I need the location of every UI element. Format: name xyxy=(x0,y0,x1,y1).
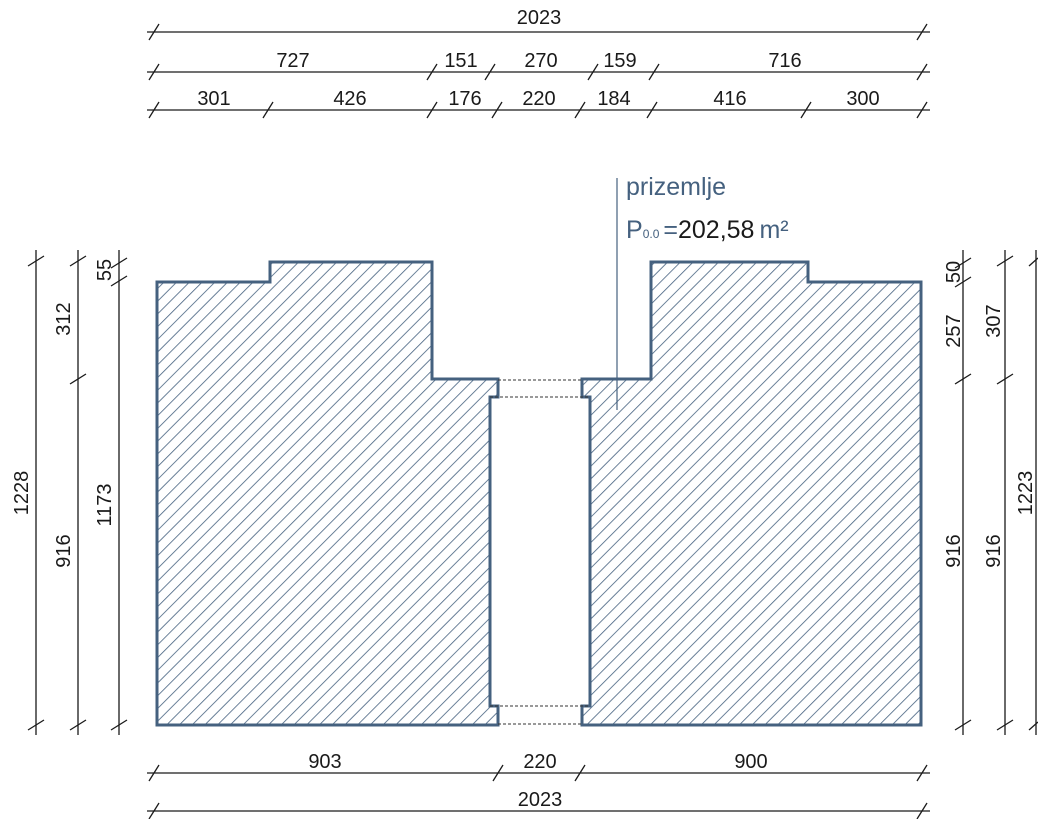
dim-label: 301 xyxy=(197,88,230,110)
dim-label: 55 xyxy=(94,259,116,281)
area-equals: = xyxy=(663,216,678,244)
area-unit: m² xyxy=(759,216,788,244)
dim-label: 50 xyxy=(943,261,965,283)
dim-label: 2023 xyxy=(518,789,563,811)
area-symbol: P xyxy=(626,216,643,244)
dim-label: 900 xyxy=(734,751,767,773)
area-label: P0.0 =202,58 m² xyxy=(626,216,789,244)
dim-label: 727 xyxy=(276,50,309,72)
building-outline xyxy=(155,260,923,727)
top-dimension-overall: 2023 xyxy=(147,7,930,41)
dim-label: 151 xyxy=(444,50,477,72)
dim-label: 270 xyxy=(524,50,557,72)
right-dimension-far: 1223 xyxy=(1015,250,1038,735)
dim-label: 300 xyxy=(846,88,879,110)
dim-label: 1223 xyxy=(1015,471,1037,516)
area-subscript: 0.0 xyxy=(643,227,660,241)
dim-label: 2023 xyxy=(517,7,562,29)
left-dimension-inner: 1173 55 xyxy=(94,250,128,735)
dim-label: 184 xyxy=(597,88,630,110)
dim-label: 257 xyxy=(943,314,965,347)
top-dimension-row-3: 301 426 176 220 184 416 300 xyxy=(147,88,930,119)
dim-label: 159 xyxy=(603,50,636,72)
dim-label: 916 xyxy=(983,534,1005,567)
dim-label: 916 xyxy=(943,534,965,567)
dim-label: 312 xyxy=(53,302,75,335)
left-dimension-outer: 1228 xyxy=(11,250,45,735)
dim-label: 220 xyxy=(523,751,556,773)
dim-label: 716 xyxy=(768,50,801,72)
dim-label: 903 xyxy=(308,751,341,773)
bottom-dimension-row-1: 903 220 900 xyxy=(147,751,930,782)
left-dimension-middle: 916 312 xyxy=(53,250,87,735)
right-dimension-inner: 916 257 50 xyxy=(943,250,972,735)
dim-label: 916 xyxy=(53,534,75,567)
dim-label: 416 xyxy=(713,88,746,110)
top-dimension-row-2: 727 151 270 159 716 xyxy=(147,50,930,81)
dim-label: 426 xyxy=(333,88,366,110)
dim-label: 220 xyxy=(522,88,555,110)
floor-label: prizemlje xyxy=(626,173,726,201)
dim-label: 1228 xyxy=(11,471,33,516)
dim-label: 1173 xyxy=(94,483,116,526)
dim-label: 307 xyxy=(983,304,1005,337)
bottom-dimension-overall: 2023 xyxy=(147,789,930,819)
area-value: 202,58 xyxy=(678,216,754,244)
right-dimension-outer: 916 307 xyxy=(983,250,1014,735)
dim-label: 176 xyxy=(448,88,481,110)
